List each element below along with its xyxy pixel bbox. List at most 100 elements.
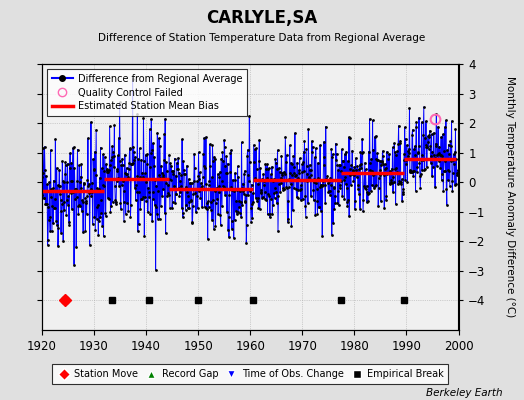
Point (185, 180, 194, 186)
Point (429, 155, 438, 162)
Point (295, 170, 303, 176)
Legend: Station Move, Record Gap, Time of Obs. Change, Empirical Break: Station Move, Record Gap, Time of Obs. C… (52, 364, 449, 384)
Point (320, 153, 329, 160)
Point (418, 119, 426, 125)
Point (291, 172, 300, 178)
Point (232, 208, 240, 214)
Point (279, 187, 287, 193)
Point (438, 177, 446, 184)
Point (268, 164, 276, 170)
Point (307, 172, 315, 178)
Point (176, 178, 184, 184)
Point (323, 172, 332, 179)
Point (229, 186, 237, 193)
Point (259, 171, 267, 178)
Point (254, 180, 262, 187)
Point (366, 160, 374, 166)
Point (452, 181, 460, 187)
Point (336, 184, 344, 191)
Point (67, 160, 75, 166)
Point (226, 150, 234, 156)
Point (205, 182, 213, 188)
Point (83, 176, 92, 183)
Point (359, 208, 367, 215)
Point (190, 151, 199, 157)
Point (84, 183, 93, 189)
Point (451, 126, 460, 132)
Point (63, 160, 72, 167)
Point (307, 167, 315, 173)
Point (352, 155, 360, 161)
Point (152, 182, 161, 189)
Point (439, 188, 447, 194)
Point (246, 188, 255, 194)
Point (436, 165, 444, 172)
Point (185, 199, 193, 205)
Point (266, 214, 274, 220)
Point (259, 194, 267, 200)
Point (77, 161, 85, 167)
Point (269, 190, 278, 196)
Point (258, 194, 266, 201)
Point (347, 182, 355, 188)
Point (202, 205, 211, 211)
Point (148, 189, 157, 196)
Point (153, 130, 161, 136)
Point (392, 165, 400, 171)
Point (156, 143, 164, 149)
Point (101, 154, 109, 160)
Point (301, 193, 309, 199)
Point (293, 160, 301, 166)
Point (50, 196, 59, 202)
Point (256, 190, 265, 196)
Point (274, 147, 282, 153)
Point (438, 153, 446, 160)
Point (300, 168, 308, 174)
Point (233, 187, 242, 194)
Point (147, 150, 155, 156)
Point (56, 183, 64, 190)
Point (168, 205, 176, 212)
Point (446, 138, 454, 144)
Point (416, 184, 424, 191)
Point (340, 164, 348, 170)
Point (139, 115, 148, 122)
Point (399, 191, 407, 197)
Point (285, 184, 293, 190)
Point (222, 170, 230, 177)
Point (368, 117, 377, 124)
Point (337, 178, 345, 184)
Point (294, 167, 303, 173)
Point (115, 135, 123, 141)
Point (375, 175, 383, 182)
Point (373, 157, 381, 164)
Point (385, 170, 393, 176)
Point (392, 152, 401, 158)
Point (244, 147, 252, 153)
Point (150, 154, 158, 160)
Point (79, 180, 88, 186)
Point (127, 202, 135, 208)
Point (343, 202, 352, 209)
Point (380, 204, 388, 211)
Point (357, 150, 366, 156)
Point (331, 200, 340, 206)
Point (154, 188, 162, 194)
Point (119, 199, 128, 206)
Point (282, 184, 290, 190)
Point (166, 205, 174, 211)
Point (235, 198, 243, 204)
Point (211, 156, 219, 163)
Point (52, 165, 61, 171)
Point (364, 190, 373, 197)
Point (327, 146, 335, 152)
Point (84, 135, 92, 141)
Point (397, 179, 406, 185)
Point (168, 199, 177, 205)
Point (115, 183, 123, 189)
Point (375, 172, 384, 178)
Point (49, 177, 58, 184)
Point (408, 169, 416, 176)
Point (248, 190, 257, 196)
Point (59, 178, 67, 185)
